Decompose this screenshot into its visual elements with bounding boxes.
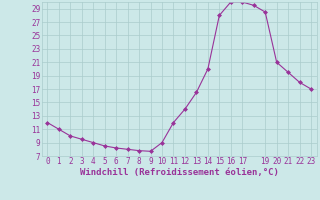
- X-axis label: Windchill (Refroidissement éolien,°C): Windchill (Refroidissement éolien,°C): [80, 168, 279, 177]
